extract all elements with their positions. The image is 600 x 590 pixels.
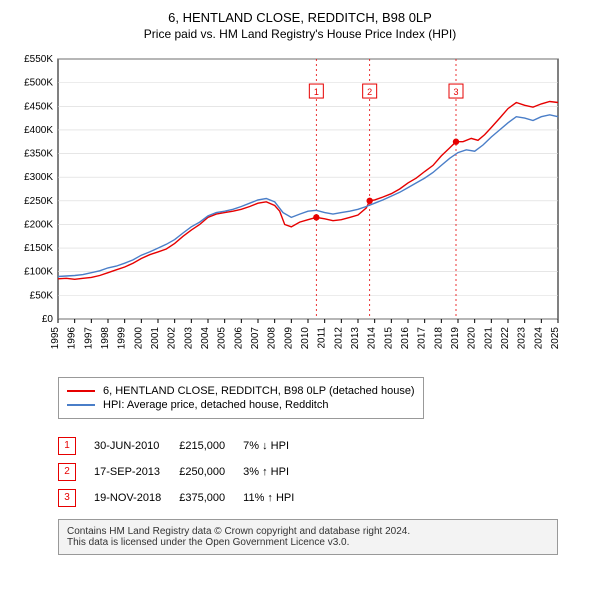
svg-text:2023: 2023 — [517, 327, 528, 350]
svg-text:1996: 1996 — [67, 327, 78, 350]
sale-price: £375,000 — [179, 485, 243, 511]
svg-text:1995: 1995 — [50, 327, 61, 350]
svg-text:£200K: £200K — [24, 219, 53, 230]
footer-line-1: Contains HM Land Registry data © Crown c… — [67, 526, 549, 537]
sale-marker: 3 — [58, 489, 76, 507]
svg-text:2: 2 — [367, 87, 372, 97]
svg-text:2002: 2002 — [167, 327, 178, 350]
svg-text:2006: 2006 — [233, 327, 244, 350]
svg-text:2025: 2025 — [550, 327, 561, 350]
svg-text:2010: 2010 — [300, 327, 311, 350]
legend-label: HPI: Average price, detached house, Redd… — [103, 399, 328, 411]
svg-text:2011: 2011 — [317, 327, 328, 349]
svg-text:1999: 1999 — [117, 327, 128, 350]
sale-marker: 1 — [58, 437, 76, 455]
svg-text:£400K: £400K — [24, 125, 53, 136]
legend-item: HPI: Average price, detached house, Redd… — [67, 399, 415, 411]
svg-text:2004: 2004 — [200, 327, 211, 350]
svg-text:2017: 2017 — [417, 327, 428, 350]
svg-text:2019: 2019 — [450, 327, 461, 350]
svg-text:2024: 2024 — [533, 327, 544, 350]
svg-text:£150K: £150K — [24, 243, 53, 254]
sale-row: 3 19-NOV-2018£375,00011% ↑ HPI — [58, 485, 312, 511]
svg-text:2015: 2015 — [383, 327, 394, 350]
svg-text:2020: 2020 — [467, 327, 478, 350]
sale-delta: 7% ↓ HPI — [243, 433, 312, 459]
svg-text:£50K: £50K — [30, 290, 54, 301]
sale-delta: 11% ↑ HPI — [243, 485, 312, 511]
sale-delta: 3% ↑ HPI — [243, 459, 312, 485]
sale-price: £215,000 — [179, 433, 243, 459]
svg-text:1998: 1998 — [100, 327, 111, 350]
sale-date: 19-NOV-2018 — [94, 485, 179, 511]
svg-text:£300K: £300K — [24, 172, 53, 183]
svg-text:2009: 2009 — [283, 327, 294, 350]
price-chart: £0 £50K £100K £150K £200K £250K £300K £350K £400… — [10, 49, 570, 369]
svg-text:3: 3 — [453, 87, 458, 97]
sale-marker: 2 — [58, 463, 76, 481]
svg-text:£550K: £550K — [24, 54, 53, 65]
sale-row: 1 30-JUN-2010£215,0007% ↓ HPI — [58, 433, 312, 459]
svg-text:1997: 1997 — [83, 327, 94, 350]
footer-attribution: Contains HM Land Registry data © Crown c… — [58, 519, 558, 555]
svg-text:£250K: £250K — [24, 196, 53, 207]
svg-text:2000: 2000 — [133, 327, 144, 350]
svg-text:2001: 2001 — [150, 327, 161, 350]
svg-text:2003: 2003 — [183, 327, 194, 350]
svg-text:2021: 2021 — [483, 327, 494, 350]
legend-item: 6, HENTLAND CLOSE, REDDITCH, B98 0LP (de… — [67, 385, 415, 397]
svg-text:2008: 2008 — [267, 327, 278, 350]
svg-text:£500K: £500K — [24, 78, 53, 89]
svg-text:£0: £0 — [42, 314, 54, 325]
chart-subtitle: Price paid vs. HM Land Registry's House … — [10, 27, 590, 41]
svg-text:£450K: £450K — [24, 101, 53, 112]
chart-title: 6, HENTLAND CLOSE, REDDITCH, B98 0LP — [10, 10, 590, 25]
sale-row: 2 17-SEP-2013£250,0003% ↑ HPI — [58, 459, 312, 485]
svg-text:2013: 2013 — [350, 327, 361, 350]
svg-text:1: 1 — [314, 87, 319, 97]
legend-label: 6, HENTLAND CLOSE, REDDITCH, B98 0LP (de… — [103, 385, 415, 397]
sale-date: 30-JUN-2010 — [94, 433, 179, 459]
legend: 6, HENTLAND CLOSE, REDDITCH, B98 0LP (de… — [58, 377, 424, 419]
legend-swatch — [67, 390, 95, 392]
svg-text:£350K: £350K — [24, 149, 53, 160]
svg-text:£100K: £100K — [24, 267, 53, 278]
svg-text:2014: 2014 — [367, 327, 378, 350]
footer-line-2: This data is licensed under the Open Gov… — [67, 537, 549, 548]
sale-date: 17-SEP-2013 — [94, 459, 179, 485]
svg-text:2018: 2018 — [433, 327, 444, 350]
legend-swatch — [67, 404, 95, 406]
svg-text:2016: 2016 — [400, 327, 411, 350]
sale-price: £250,000 — [179, 459, 243, 485]
svg-text:2022: 2022 — [500, 327, 511, 350]
svg-text:2005: 2005 — [217, 327, 228, 350]
svg-text:2007: 2007 — [250, 327, 261, 350]
svg-text:2012: 2012 — [333, 327, 344, 350]
sales-table: 1 30-JUN-2010£215,0007% ↓ HPI 2 17-SEP-2013… — [58, 433, 312, 511]
